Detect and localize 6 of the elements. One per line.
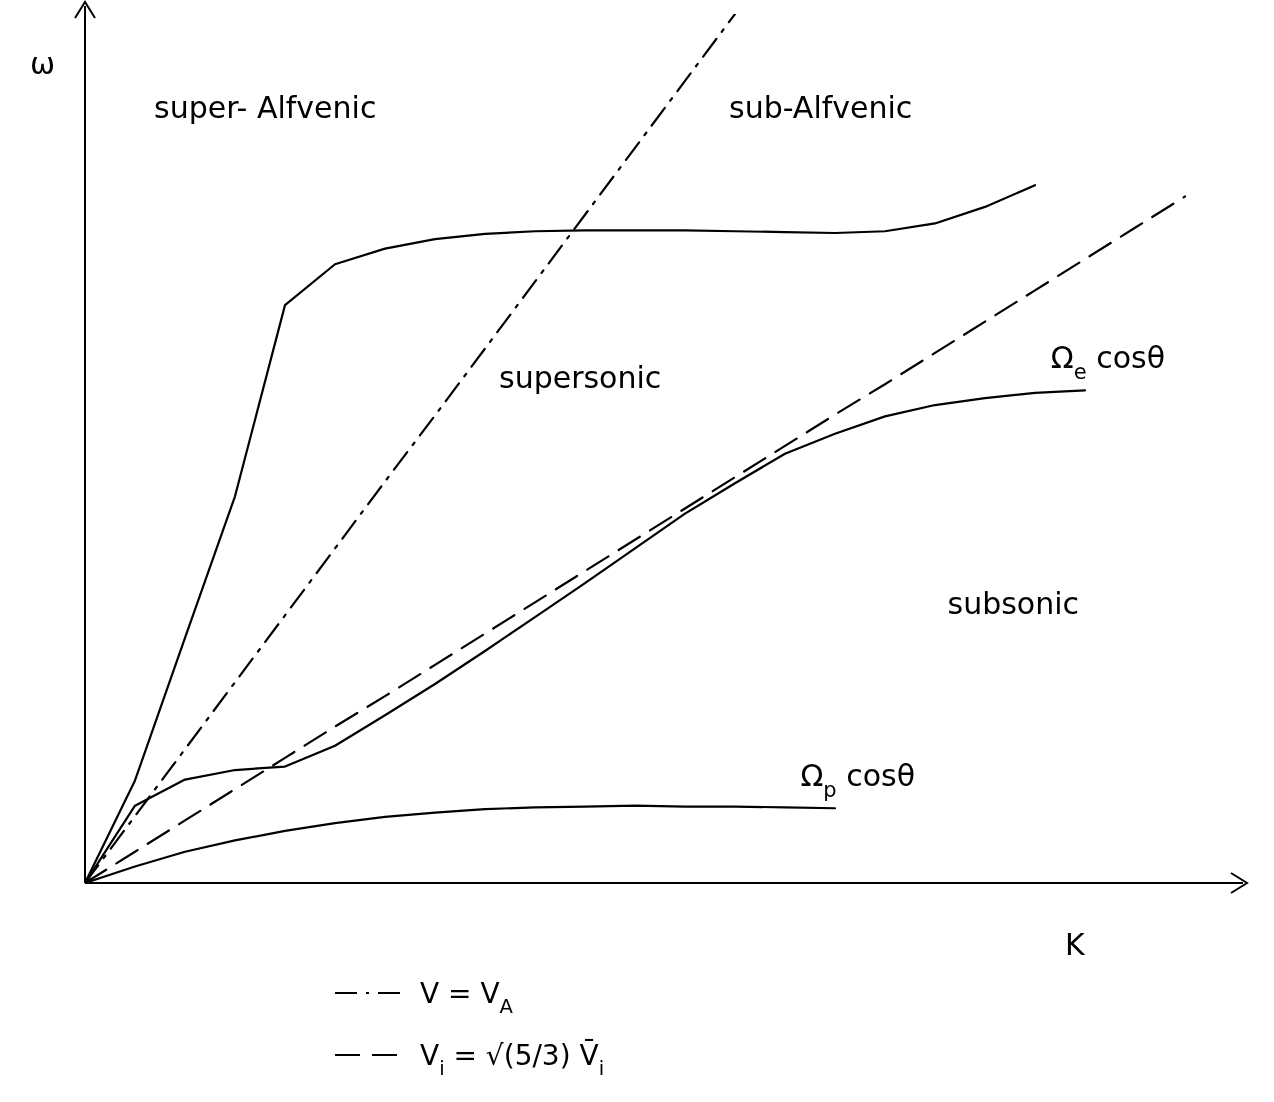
annotation: subsonic: [947, 585, 1080, 621]
annotation: super- Alfvenic: [154, 90, 377, 126]
x-axis-title: K: [1065, 927, 1086, 962]
y-axis-title: ω: [30, 46, 56, 81]
annotation: sub-Alfvenic: [729, 90, 913, 126]
annotation: supersonic: [499, 359, 662, 395]
